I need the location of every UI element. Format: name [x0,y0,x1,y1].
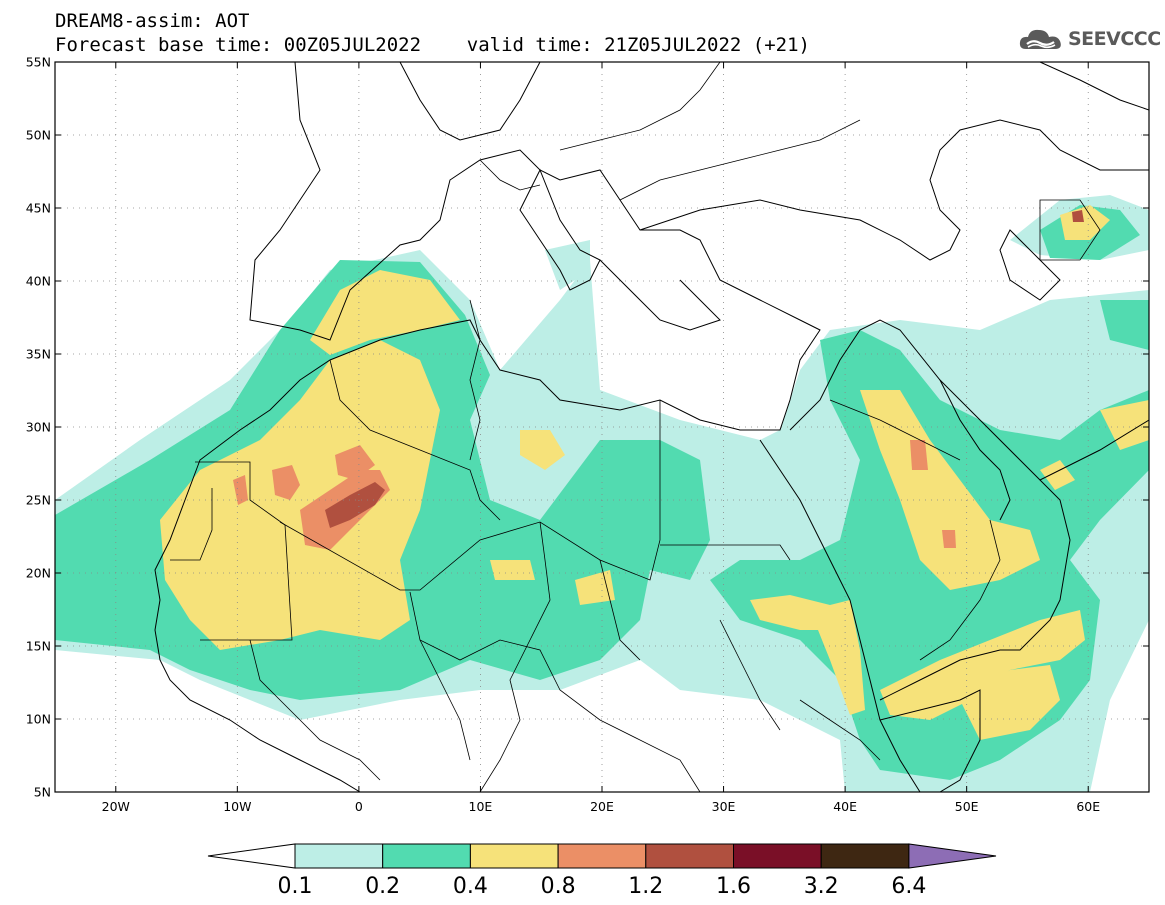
cloud-icon [1019,29,1061,49]
lon-tick-label: 30E [712,799,736,814]
colorbar-label: 3.2 [804,874,839,899]
colorbar-label: 0.4 [453,874,488,899]
colorbar-max-arrow [908,843,997,869]
colorbar-swatch [645,843,734,869]
lon-tick-label: 60E [1076,799,1100,814]
lat-tick-label: 5N [34,785,51,800]
lat-tick-label: 40N [26,274,51,289]
lon-tick-label: 50E [955,799,979,814]
logo-text: SEEVCCC [1068,28,1161,50]
lon-tick-label: 40E [833,799,857,814]
longitude-axis: 20W 10W 0 10E 20E 30E 40E 50E 60E [102,62,1100,814]
colorbar-label: 0.8 [541,874,576,899]
aot-fields [55,195,1149,792]
lat-tick-label: 15N [26,639,51,654]
aot-level-1.2 [325,210,1084,528]
colorbar: 0.1 0.2 0.4 0.8 1.2 1.6 3.2 6.4 [207,843,997,899]
lon-tick-label: 20W [102,799,130,814]
colorbar-swatch [733,843,822,869]
seevccc-logo: SEEVCCC [1018,24,1161,54]
latitude-axis: 55N 50N 45N 40N 35N 30N 25N 20N 15N 10N 5N [26,55,1149,800]
aot-level-0.4 [160,205,1149,740]
lat-tick-label: 50N [26,128,51,143]
lon-tick-label: 0 [355,799,363,814]
colorbar-swatch [294,843,384,869]
colorbar-swatch [820,843,910,869]
colorbar-label: 0.2 [365,874,400,899]
country-borders [170,62,1101,792]
colorbar-label: 1.2 [628,874,663,899]
lat-tick-label: 30N [26,420,51,435]
colorbar-swatch [469,843,559,869]
lon-tick-label: 20E [590,799,614,814]
colorbar-label: 0.1 [278,874,313,899]
colorbar-min-arrow [207,843,296,869]
colorbar-label: 1.6 [716,874,751,899]
lat-tick-label: 20N [26,566,51,581]
title-line-1: DREAM8-assim: AOT [55,10,250,32]
coastlines [154,62,1149,792]
lon-tick-label: 10W [223,799,251,814]
lat-tick-label: 45N [26,201,51,216]
title-line-2: Forecast base time: 00Z05JUL2022 valid t… [55,34,810,56]
lat-tick-label: 10N [26,712,51,727]
colorbar-swatch [382,843,471,869]
lat-tick-label: 25N [26,493,51,508]
lat-tick-label: 35N [26,347,51,362]
lat-tick-label: 55N [26,55,51,70]
lon-tick-label: 10E [469,799,493,814]
colorbar-swatch [557,843,647,869]
colorbar-label: 6.4 [891,874,926,899]
